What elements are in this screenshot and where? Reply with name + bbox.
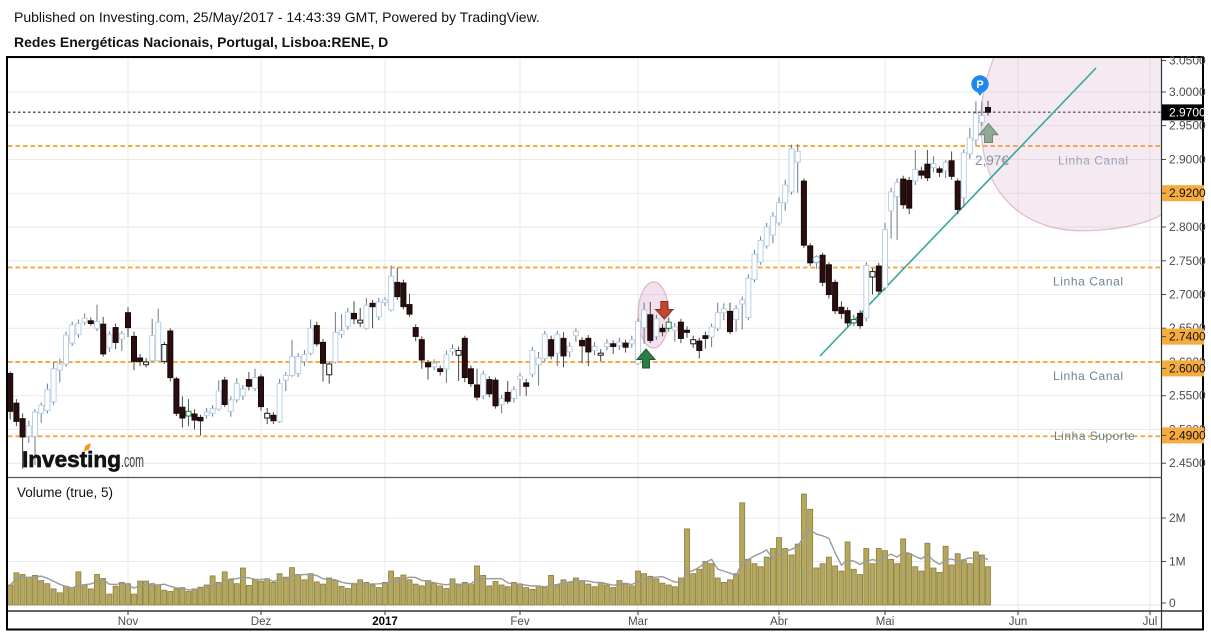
svg-text:Volume (true, 5): Volume (true, 5): [17, 485, 113, 500]
svg-text:Redes Energéticas Nacionais, P: Redes Energéticas Nacionais, Portugal, L…: [14, 34, 388, 50]
svg-text:2.7500: 2.7500: [1169, 254, 1206, 268]
svg-text:Linha Canal: Linha Canal: [1053, 369, 1124, 383]
svg-text:2.9700: 2.9700: [1169, 105, 1206, 119]
svg-text:Nov: Nov: [118, 616, 139, 628]
svg-text:2.5500: 2.5500: [1169, 389, 1206, 403]
svg-text:2.7400: 2.7400: [1169, 330, 1206, 344]
svg-text:Mai: Mai: [876, 616, 895, 628]
svg-text:Published on Investing.com, 25: Published on Investing.com, 25/May/2017 …: [14, 9, 540, 25]
svg-text:Abr: Abr: [770, 616, 788, 628]
svg-text:2.9500: 2.9500: [1169, 119, 1206, 133]
svg-text:2.4900: 2.4900: [1169, 428, 1206, 442]
svg-text:Mar: Mar: [628, 616, 648, 628]
svg-text:Jul: Jul: [1143, 616, 1158, 628]
svg-text:P: P: [976, 79, 983, 91]
svg-text:2.8000: 2.8000: [1169, 220, 1206, 234]
svg-text:Linha Suporte: Linha Suporte: [1054, 429, 1135, 443]
svg-text:0: 0: [1169, 596, 1176, 610]
svg-text:1M: 1M: [1169, 555, 1186, 569]
svg-text:2.7000: 2.7000: [1169, 288, 1206, 302]
svg-text:2017: 2017: [372, 616, 398, 628]
svg-text:Investing: Investing: [22, 447, 121, 472]
svg-text:Linha Canal: Linha Canal: [1058, 154, 1129, 168]
svg-text:2.4500: 2.4500: [1169, 456, 1206, 470]
svg-text:Linha Canal: Linha Canal: [1053, 275, 1124, 289]
svg-text:2,97€: 2,97€: [975, 153, 1009, 168]
svg-text:.com: .com: [121, 450, 144, 471]
svg-text:Dez: Dez: [251, 616, 272, 628]
svg-text:2.6000: 2.6000: [1169, 361, 1206, 375]
svg-text:3.0000: 3.0000: [1169, 85, 1206, 99]
svg-text:3.0500: 3.0500: [1169, 54, 1206, 68]
svg-text:Fev: Fev: [510, 616, 529, 628]
svg-text:2.9000: 2.9000: [1169, 153, 1206, 167]
svg-text:2M: 2M: [1169, 511, 1186, 525]
svg-text:Jun: Jun: [1009, 616, 1028, 628]
svg-text:2.9200: 2.9200: [1169, 186, 1206, 200]
